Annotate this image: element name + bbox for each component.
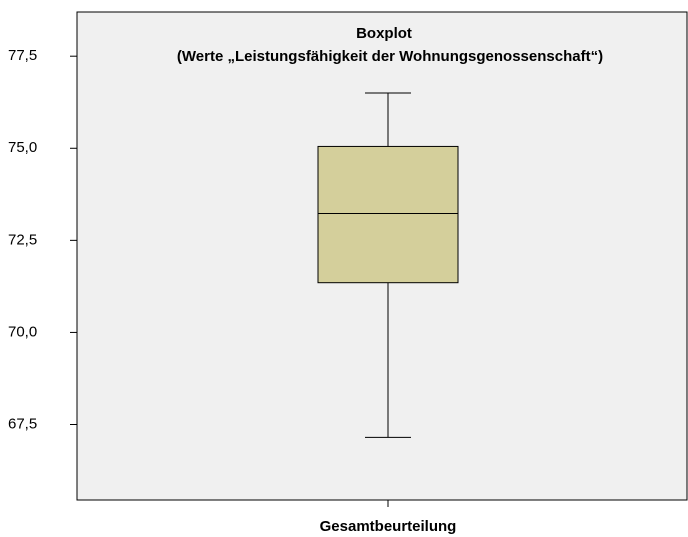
- box: [317, 145, 459, 284]
- y-tick-label: 72,5: [8, 231, 37, 248]
- y-tick-label: 70,0: [8, 323, 37, 340]
- chart-subtitle: (Werte „Leistungsfähigkeit der Wohnungsg…: [177, 48, 603, 65]
- y-tick-label: 67,5: [8, 415, 37, 432]
- y-tick-label: 77,5: [8, 47, 37, 64]
- chart-title: Boxplot: [356, 25, 412, 42]
- x-axis-label: Gesamtbeurteilung: [320, 518, 457, 535]
- y-tick-label: 75,0: [8, 139, 37, 156]
